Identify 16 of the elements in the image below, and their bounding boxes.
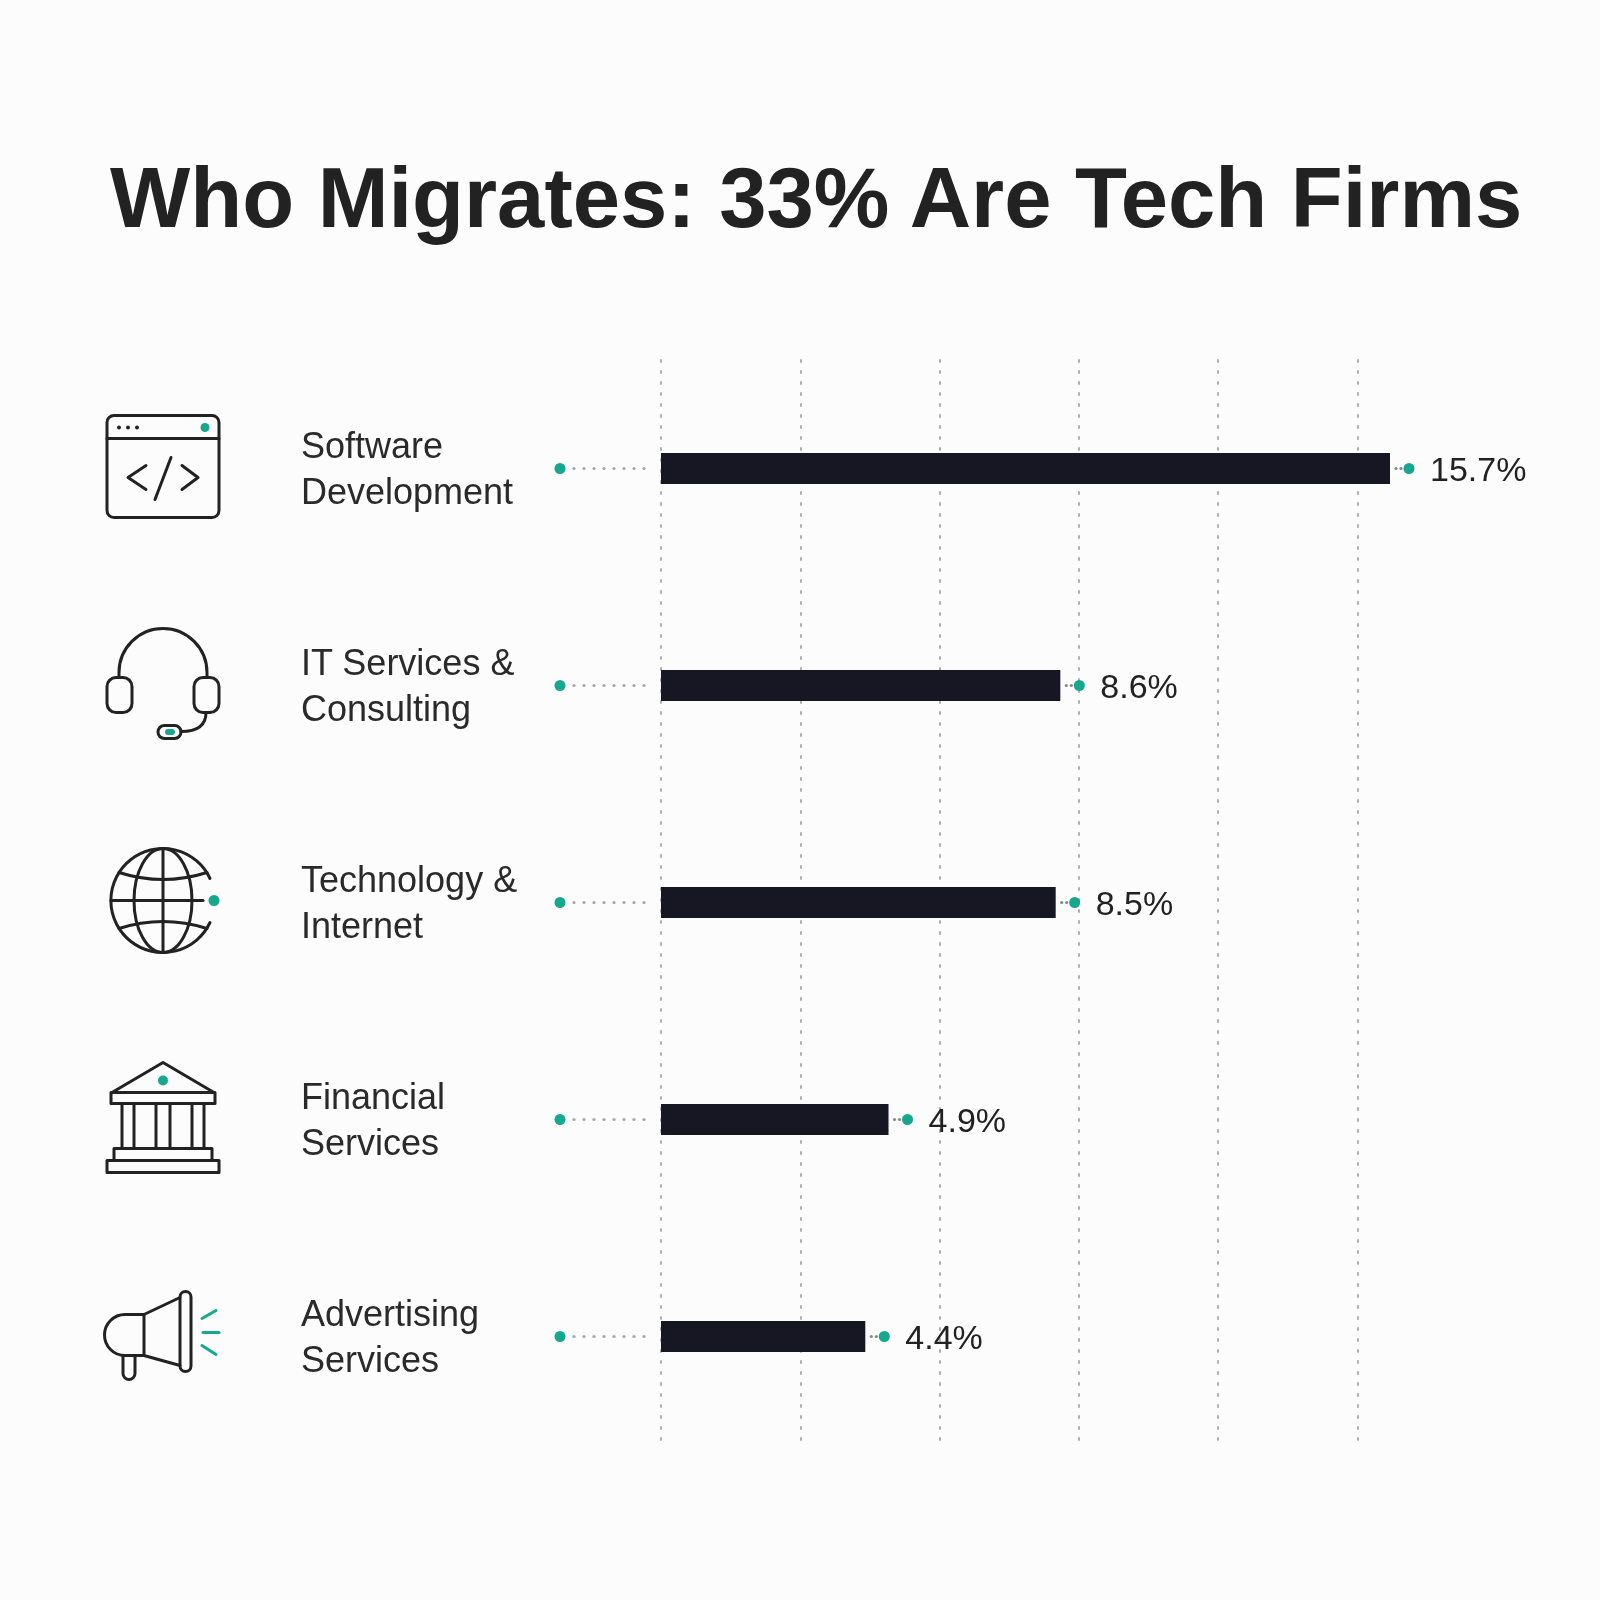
y-tick-label: Advertising Services bbox=[301, 1293, 490, 1380]
y-tick-label: Software Development bbox=[301, 425, 514, 512]
data-label: 8.6% bbox=[1100, 666, 1178, 705]
y-tick-label: Technology & Internet bbox=[301, 859, 528, 946]
bar bbox=[661, 887, 1056, 918]
y-tick-label: Financial Services bbox=[301, 1076, 456, 1163]
data-label: 15.7% bbox=[1430, 449, 1527, 488]
bar bbox=[661, 453, 1390, 484]
data-label: 4.4% bbox=[905, 1317, 983, 1356]
y-tick-label: IT Services & Consulting bbox=[301, 642, 525, 729]
data-label: 8.5% bbox=[1095, 883, 1174, 922]
bar bbox=[661, 1104, 889, 1135]
bar bbox=[661, 1321, 866, 1352]
data-label: 4.9% bbox=[928, 1100, 1007, 1139]
chart-title: Who Migrates: 33% Are Tech Firms bbox=[110, 150, 1523, 245]
bar bbox=[661, 670, 1061, 701]
